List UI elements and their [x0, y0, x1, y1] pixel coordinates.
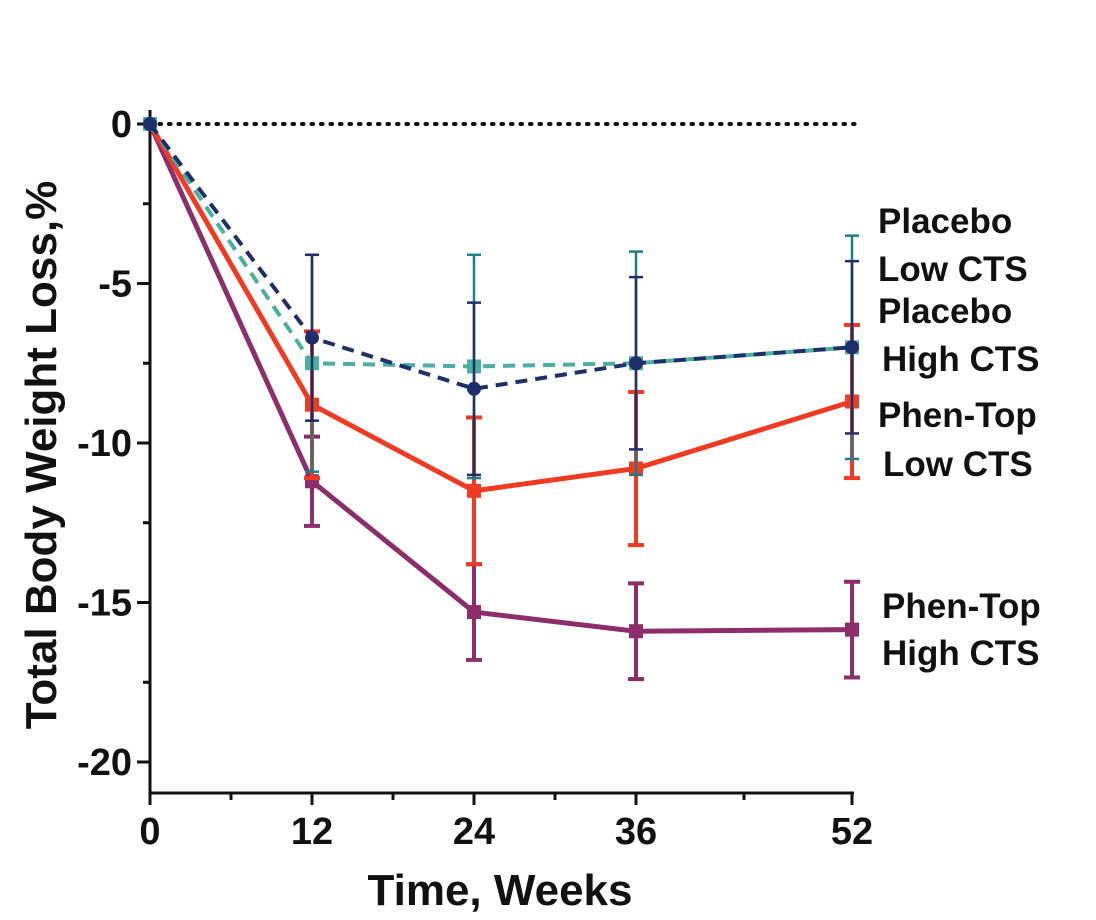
legend-label-series-3: High CTS [882, 634, 1039, 673]
data-point [629, 624, 643, 639]
series-line [147, 122, 853, 634]
legend-label-series-0: Placebo [878, 202, 1012, 241]
y-tick-label: -5 [98, 264, 132, 306]
x-tick-label: 24 [453, 811, 495, 853]
legend-label-series-3: Phen-Top [882, 587, 1041, 626]
data-point [845, 622, 859, 637]
data-point [467, 605, 481, 620]
series-0 [143, 117, 859, 477]
legend-label-series-1: Placebo [878, 292, 1012, 331]
legend-label-series-0: Low CTS [878, 250, 1028, 289]
legend-label-series-2: Phen-Top [878, 396, 1037, 435]
y-tick-label: -10 [77, 423, 132, 465]
data-point [143, 117, 157, 131]
data-point [305, 330, 319, 345]
series-3 [143, 117, 860, 682]
axes [148, 110, 854, 795]
series-line [147, 122, 853, 494]
series-line [148, 122, 853, 391]
x-tick-label: 36 [615, 811, 657, 853]
series-line [148, 122, 853, 369]
x-tick-label: 0 [139, 811, 160, 853]
tick-marks [137, 122, 854, 805]
y-axis-title: Total Body Weight Loss,% [17, 181, 66, 729]
data-point [467, 381, 481, 396]
series-layer [143, 117, 860, 682]
x-tick-label: 12 [291, 811, 333, 853]
data-point [629, 356, 643, 371]
tick-labels: 0-5-10-15-200 12 24 36 52 [77, 104, 873, 853]
x-axis-title: Time, Weeks [368, 866, 633, 915]
x-tick-label: 52 [831, 811, 873, 853]
data-point [845, 340, 859, 355]
legend-label-series-1: High CTS [882, 340, 1039, 379]
y-tick-label: -15 [77, 583, 132, 625]
data-point [467, 483, 481, 498]
legend-label-series-2: Low CTS [883, 445, 1033, 484]
y-tick-label: -20 [77, 742, 132, 784]
y-tick-label: 0 [111, 104, 132, 146]
